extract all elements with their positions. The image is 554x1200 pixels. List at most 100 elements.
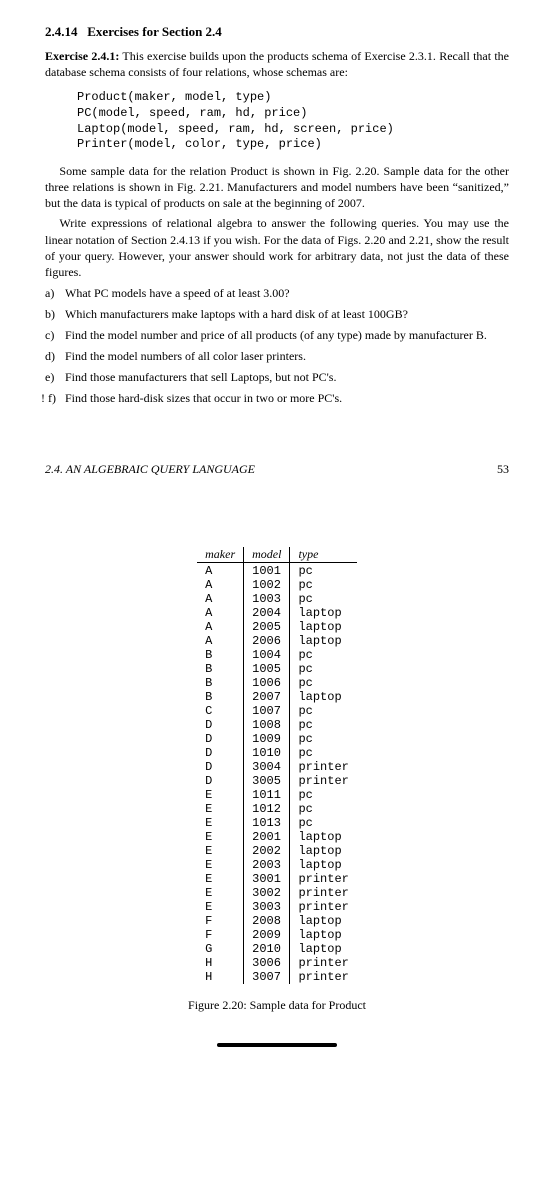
cell-maker: E	[197, 816, 244, 830]
cell-type: printer	[290, 970, 357, 984]
running-head-text: 2.4. AN ALGEBRAIC QUERY LANGUAGE	[45, 462, 255, 477]
question-label: e)	[45, 370, 65, 385]
table-row: E1013pc	[197, 816, 357, 830]
section-heading: 2.4.14 Exercises for Section 2.4	[45, 24, 509, 40]
cell-model: 3007	[244, 970, 290, 984]
cell-model: 3006	[244, 956, 290, 970]
cell-model: 1005	[244, 662, 290, 676]
cell-type: pc	[290, 746, 357, 760]
cell-type: laptop	[290, 620, 357, 634]
cell-type: laptop	[290, 844, 357, 858]
table-row: A2006laptop	[197, 634, 357, 648]
page-2: 2.4. AN ALGEBRAIC QUERY LANGUAGE 53 make…	[0, 462, 554, 1077]
cell-model: 3001	[244, 872, 290, 886]
question-label: ! f)	[41, 391, 65, 406]
table-row: B1004pc	[197, 648, 357, 662]
table-row: F2009laptop	[197, 928, 357, 942]
cell-model: 1009	[244, 732, 290, 746]
cell-maker: E	[197, 872, 244, 886]
table-row: E1012pc	[197, 802, 357, 816]
table-row: E2002laptop	[197, 844, 357, 858]
table-row: E3003printer	[197, 900, 357, 914]
cell-model: 1002	[244, 578, 290, 592]
table-row: A1003pc	[197, 592, 357, 606]
cell-maker: A	[197, 606, 244, 620]
question-text: Find those hard-disk sizes that occur in…	[65, 391, 509, 406]
cell-model: 2001	[244, 830, 290, 844]
question-text: Find the model numbers of all color lase…	[65, 349, 509, 364]
table-row: H3007printer	[197, 970, 357, 984]
cell-maker: E	[197, 900, 244, 914]
cell-model: 3004	[244, 760, 290, 774]
cell-type: pc	[290, 816, 357, 830]
cell-maker: H	[197, 956, 244, 970]
cell-type: pc	[290, 578, 357, 592]
cell-maker: D	[197, 718, 244, 732]
cell-maker: E	[197, 858, 244, 872]
cell-model: 1012	[244, 802, 290, 816]
cell-maker: A	[197, 564, 244, 578]
cell-maker: E	[197, 788, 244, 802]
cell-maker: D	[197, 760, 244, 774]
heading-title: Exercises for Section 2.4	[87, 24, 222, 39]
table-row: A2004laptop	[197, 606, 357, 620]
table-row: B2007laptop	[197, 690, 357, 704]
heading-number: 2.4.14	[45, 24, 78, 39]
cell-type: pc	[290, 704, 357, 718]
para-1: Some sample data for the relation Produc…	[45, 163, 509, 212]
table-row: E1011pc	[197, 788, 357, 802]
question-label: c)	[45, 328, 65, 343]
exercise-intro: Exercise 2.4.1: This exercise builds upo…	[45, 48, 509, 80]
cell-type: printer	[290, 900, 357, 914]
cell-type: pc	[290, 648, 357, 662]
col-maker: maker	[197, 547, 244, 563]
question-item: a)What PC models have a speed of at leas…	[45, 286, 509, 301]
cell-maker: A	[197, 620, 244, 634]
cell-maker: E	[197, 802, 244, 816]
cell-maker: A	[197, 634, 244, 648]
question-text: Find those manufacturers that sell Lapto…	[65, 370, 509, 385]
table-row: E3002printer	[197, 886, 357, 900]
cell-model: 1008	[244, 718, 290, 732]
figure-caption: Figure 2.20: Sample data for Product	[45, 998, 509, 1013]
cell-type: printer	[290, 956, 357, 970]
cell-type: laptop	[290, 606, 357, 620]
page-1: 2.4.14 Exercises for Section 2.4 Exercis…	[0, 0, 554, 432]
table-row: A2005laptop	[197, 620, 357, 634]
question-item: ! f)Find those hard-disk sizes that occu…	[45, 391, 509, 406]
cell-type: laptop	[290, 830, 357, 844]
cell-maker: E	[197, 886, 244, 900]
table-row: C1007pc	[197, 704, 357, 718]
question-item: b)Which manufacturers make laptops with …	[45, 307, 509, 322]
cell-model: 2005	[244, 620, 290, 634]
table-row: F2008laptop	[197, 914, 357, 928]
cell-model: 1004	[244, 648, 290, 662]
cell-type: pc	[290, 788, 357, 802]
table-row: D1009pc	[197, 732, 357, 746]
cell-maker: B	[197, 676, 244, 690]
table-row: A1002pc	[197, 578, 357, 592]
cell-type: pc	[290, 802, 357, 816]
cell-model: 2007	[244, 690, 290, 704]
question-label: b)	[45, 307, 65, 322]
col-type: type	[290, 547, 357, 563]
table-row: A1001pc	[197, 564, 357, 578]
table-row: B1005pc	[197, 662, 357, 676]
cell-type: laptop	[290, 690, 357, 704]
cell-maker: E	[197, 844, 244, 858]
cell-model: 2010	[244, 942, 290, 956]
question-text: Which manufacturers make laptops with a …	[65, 307, 509, 322]
cell-model: 2006	[244, 634, 290, 648]
question-list: a)What PC models have a speed of at leas…	[45, 286, 509, 406]
cell-type: laptop	[290, 928, 357, 942]
table-row: D3005printer	[197, 774, 357, 788]
cell-type: laptop	[290, 858, 357, 872]
cell-model: 3003	[244, 900, 290, 914]
cell-maker: C	[197, 704, 244, 718]
question-text: Find the model number and price of all p…	[65, 328, 509, 343]
footer-bar	[217, 1043, 337, 1047]
cell-maker: A	[197, 578, 244, 592]
question-item: e)Find those manufacturers that sell Lap…	[45, 370, 509, 385]
cell-model: 2002	[244, 844, 290, 858]
cell-maker: D	[197, 746, 244, 760]
